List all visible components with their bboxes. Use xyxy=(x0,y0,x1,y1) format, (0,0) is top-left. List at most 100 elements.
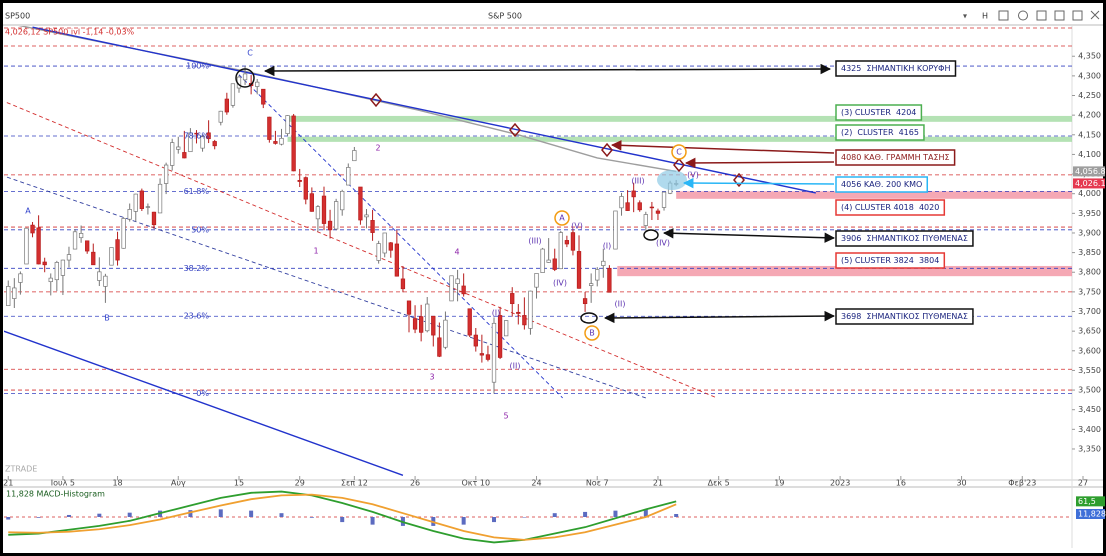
x-tick-label: Ιουλ 5 xyxy=(51,479,75,488)
macd-bar xyxy=(522,517,527,518)
note-box xyxy=(835,60,957,77)
plot xyxy=(4,26,1072,476)
candle-body xyxy=(24,227,29,265)
macd-bar xyxy=(461,517,466,525)
candle-body xyxy=(570,232,576,251)
candle-body xyxy=(643,214,648,226)
candle-body xyxy=(576,251,582,289)
quote: 4,026,12 SP500 ivl -1,14 -0,03% xyxy=(5,28,135,37)
candle-body xyxy=(655,210,661,214)
candle-body xyxy=(285,115,290,134)
candle-body xyxy=(595,269,600,281)
dropdown-icon[interactable]: ▾ xyxy=(963,12,967,21)
candle-body xyxy=(418,316,424,333)
highlight-circle xyxy=(643,229,659,241)
fib-label: 0% xyxy=(196,389,209,398)
candle-body xyxy=(546,259,551,263)
x-tick-label: Οκτ 10 xyxy=(462,479,491,488)
candle-body xyxy=(85,240,90,252)
candle-body xyxy=(461,285,466,295)
candle-body xyxy=(437,337,442,357)
wave-circle xyxy=(671,144,687,160)
candle-body xyxy=(97,271,102,281)
x-tick-label: 2023 xyxy=(830,479,850,488)
restore-button[interactable] xyxy=(1072,10,1083,21)
y-tick-label: 3,400 xyxy=(1078,425,1101,434)
candle-body xyxy=(297,179,302,182)
wave-label: (I) xyxy=(492,309,501,318)
fib-label: 61.8% xyxy=(184,187,210,196)
zone xyxy=(617,265,1072,277)
y-tick-label: 3,550 xyxy=(1078,366,1101,375)
candle-body xyxy=(176,146,181,150)
x-tick-label: 21 xyxy=(3,479,13,488)
candle-body xyxy=(242,73,248,81)
macd-bar xyxy=(613,510,618,517)
arrow xyxy=(682,177,835,189)
candle-body xyxy=(315,206,321,220)
x-tick-label: 29 xyxy=(295,479,305,488)
x-tick-label: Σεπ 12 xyxy=(341,479,368,488)
candle-body xyxy=(625,202,630,211)
zone xyxy=(676,191,1072,199)
candle-body xyxy=(109,247,114,266)
mode-button[interactable]: H xyxy=(982,12,988,21)
candle-body xyxy=(631,190,636,198)
macd-bar xyxy=(36,517,41,518)
x-tick-label: 16 xyxy=(896,479,906,488)
candle-body xyxy=(224,98,229,113)
y-tick-label: 3,650 xyxy=(1078,327,1101,336)
arrow xyxy=(603,310,836,324)
macd-bar xyxy=(340,517,345,523)
y-tick-label: 4,350 xyxy=(1078,52,1101,61)
candle-body xyxy=(388,242,393,251)
close-button[interactable] xyxy=(1090,10,1100,20)
note-box xyxy=(835,308,974,325)
candle-body xyxy=(230,83,236,106)
candle-body xyxy=(267,116,272,140)
macd-bar xyxy=(583,511,588,517)
note-box xyxy=(835,149,956,166)
candle-body xyxy=(12,287,17,299)
note-text: (3) CLUSTER 4204 xyxy=(841,108,916,117)
note-text: 4056 ΚΑΘ. 200 ΚΜΟ xyxy=(841,180,922,189)
highlight-circle xyxy=(235,68,255,88)
minimize-button[interactable] xyxy=(1054,10,1065,21)
candle-body xyxy=(455,278,460,284)
candle-body xyxy=(321,195,327,224)
y-tick-label: 4,200 xyxy=(1078,111,1101,120)
candle-body xyxy=(273,141,278,144)
price-tag xyxy=(1073,166,1105,177)
wave-label: A xyxy=(25,207,31,216)
candle-body xyxy=(291,115,296,172)
arrow xyxy=(610,140,835,154)
price-tag xyxy=(1073,178,1105,189)
settings-button[interactable] xyxy=(1018,10,1028,21)
candle-body xyxy=(522,315,527,326)
x-tick-label: Αυγ xyxy=(171,479,186,488)
note-text: 3906 ΣΗΜΑΝΤΙΚΟΣ ΠΥΘΜΕΝΑΣ xyxy=(841,234,968,243)
candle-body xyxy=(121,218,126,249)
icon-button[interactable] xyxy=(998,10,1009,21)
wave-circle xyxy=(554,210,570,226)
overlay-line xyxy=(4,100,718,399)
wave-label: 3 xyxy=(429,373,434,382)
x-tick-label: 18 xyxy=(112,479,122,488)
macd-label: 11,828 MACD-Histogram xyxy=(6,490,105,499)
macd-bar xyxy=(674,513,679,517)
icon-button[interactable] xyxy=(1036,10,1047,21)
macd-bar xyxy=(127,512,132,517)
candle-body xyxy=(497,315,503,358)
macd-bar xyxy=(66,514,71,517)
wave-label: A xyxy=(559,214,565,223)
trend-markers xyxy=(370,92,745,188)
candle-body xyxy=(157,183,163,214)
note-box xyxy=(835,176,929,193)
candle-body xyxy=(589,283,594,286)
symbol: SP500 xyxy=(5,12,30,21)
candle-body xyxy=(200,136,205,149)
candle-body xyxy=(661,191,667,208)
y-tick-label: 4,100 xyxy=(1078,150,1101,159)
